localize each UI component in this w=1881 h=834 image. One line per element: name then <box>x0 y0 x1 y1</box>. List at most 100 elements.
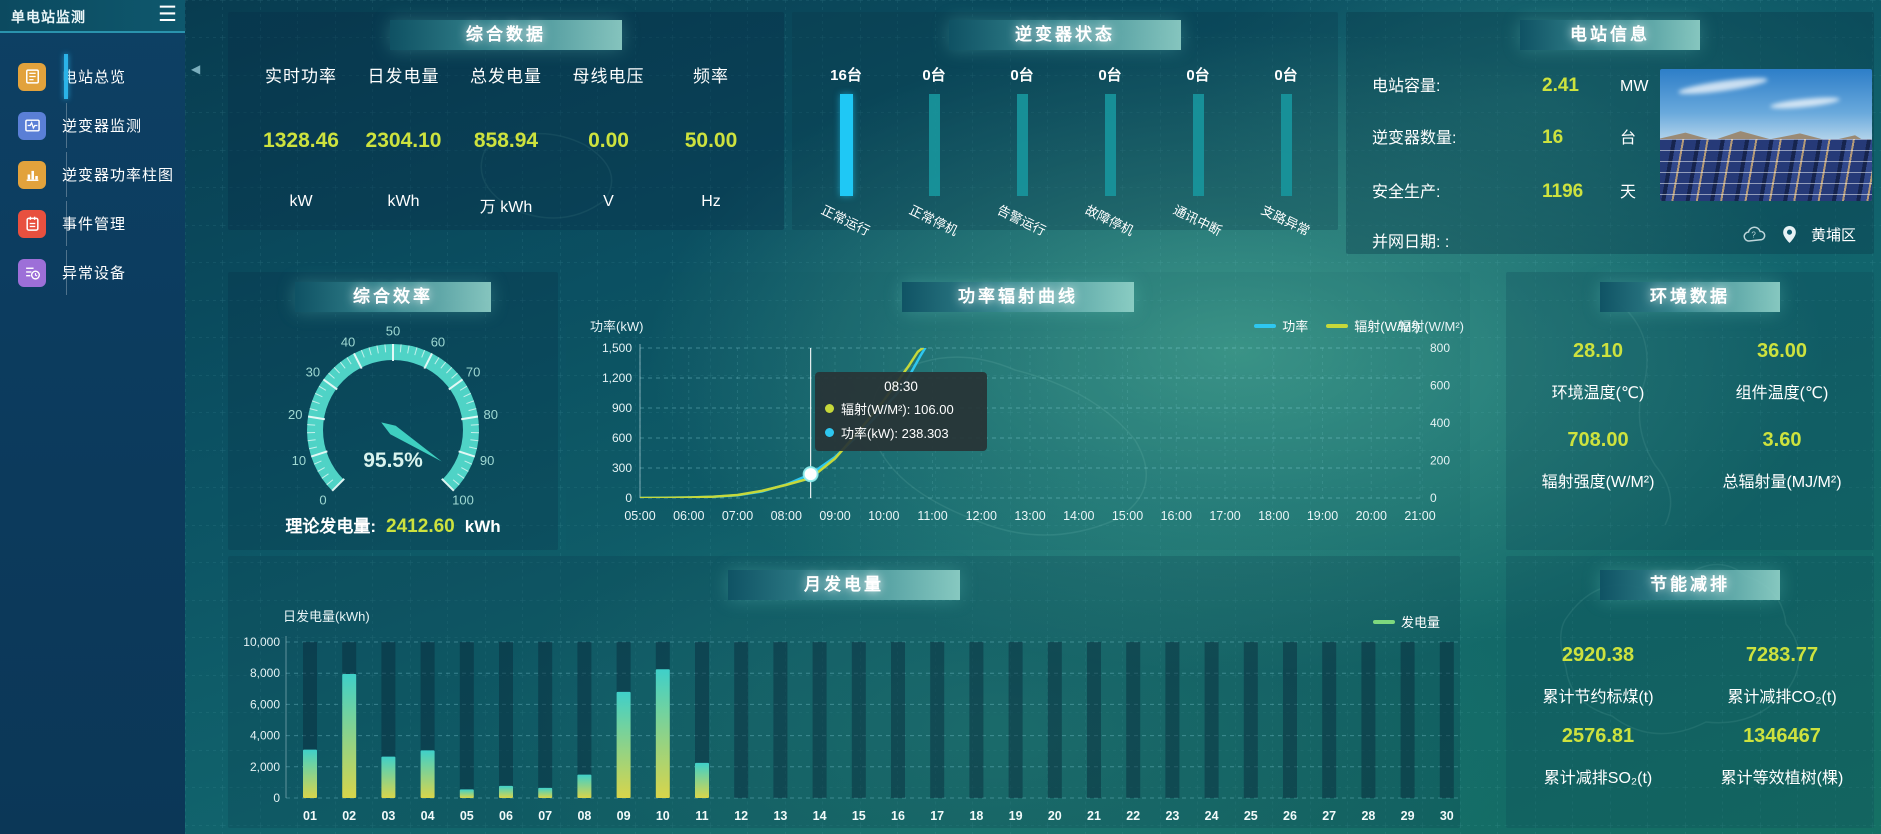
inverter-status-normal-shutdown[interactable]: 0台 正常停机 <box>892 64 976 239</box>
station-info-label: 电站容量: <box>1372 78 1441 95</box>
metric-cell: 28.10 环境温度(℃) <box>1506 340 1690 403</box>
theoretical-unit: kWh <box>464 517 501 536</box>
sidebar-item-label: 电站总览 <box>62 69 127 86</box>
svg-text:30: 30 <box>306 364 320 379</box>
station-info-unit: 天 <box>1620 184 1637 201</box>
panel-title: 环境数据 <box>1600 282 1780 312</box>
sidebar-item-station-overview[interactable]: 电站总览 <box>0 52 185 101</box>
svg-text:05: 05 <box>460 809 474 823</box>
inverter-status-normal-running[interactable]: 16台 正常运行 <box>804 64 888 239</box>
metric-value: 2920.38 <box>1561 644 1635 666</box>
svg-text:10:00: 10:00 <box>868 509 899 523</box>
station-info-row: 电站容量: 2.41 MW <box>1372 72 1672 97</box>
station-info-row: 并网日期: : <box>1372 228 1672 252</box>
chart-tooltip: 08:30 辐射(W/M²): 106.00 功率(kW): 238.303 <box>815 372 987 451</box>
power-radiation-chart[interactable]: 0 300 600 900 1,200 1,500 0 200 400 600 800 05:00 06… <box>566 272 1470 550</box>
panel-station-info: 电站信息 电站容量: 2.41 MW 逆变器数量: 16 台 安全生产: 119… <box>1346 12 1874 254</box>
svg-text:90: 90 <box>480 453 494 468</box>
svg-text:20:00: 20:00 <box>1356 509 1387 523</box>
inverter-status-branch-abnormal[interactable]: 0台 支路异常 <box>1244 64 1328 239</box>
svg-text:600: 600 <box>612 431 632 445</box>
panel-efficiency: 综合效率 0 10 20 30 40 50 60 70 80 90 100 95.5% 理论发电量: … <box>228 272 558 550</box>
inverter-status-bar <box>1192 94 1204 196</box>
panel-inverter-status: 逆变器状态 16台 正常运行 0台 正常停机 0台 告警运行 0台 故障停机 0… <box>792 12 1338 239</box>
station-info-value: 16 <box>1542 127 1564 148</box>
stat-unit: kWh <box>387 193 420 210</box>
bar-chart-legend[interactable]: 发电量 <box>1372 612 1440 631</box>
station-geo-row: ? 黄埔区 <box>1742 224 1856 245</box>
metric-cell: 3.60 总辐射量(MJ/M²) <box>1690 429 1874 492</box>
tooltip-row: 辐射(W/M²): 106.00 <box>825 399 977 418</box>
stat-label: 总发电量 <box>470 67 542 86</box>
legend-item[interactable]: 辐射(W/M²) <box>1326 316 1420 335</box>
metric-label: 环境温度(℃) <box>1551 385 1645 402</box>
inverter-status-bar <box>1016 94 1028 196</box>
metric-cell: 708.00 辐射强度(W/M²) <box>1506 429 1690 492</box>
hamburger-icon[interactable]: ☰ <box>158 3 177 26</box>
inverter-count: 0台 <box>1274 67 1298 84</box>
overview-stat: 频率 50.00 Hz <box>668 62 754 217</box>
left-axis-title: 功率(kW) <box>590 319 644 334</box>
svg-text:19:00: 19:00 <box>1307 509 1338 523</box>
cloud-icon[interactable]: ? <box>1742 225 1768 244</box>
svg-text:28: 28 <box>1361 809 1375 823</box>
svg-text:29: 29 <box>1401 809 1415 823</box>
line-chart-legend[interactable]: 功率 辐射(W/M²) <box>1254 316 1420 335</box>
stat-unit: Hz <box>701 193 721 210</box>
svg-text:11:00: 11:00 <box>917 509 947 523</box>
sidebar-item-indicator <box>66 250 67 295</box>
svg-text:08:00: 08:00 <box>771 509 802 523</box>
svg-text:03: 03 <box>381 809 395 823</box>
stat-unit: V <box>603 193 614 210</box>
panel-monthly-generation: 月发电量 日发电量(kWh) 发电量 0 2,000 4,000 6,000 8,000… <box>228 556 1460 828</box>
metric-value: 28.10 <box>1572 340 1624 362</box>
sidebar-item-indicator <box>66 201 67 246</box>
district-label[interactable]: 黄埔区 <box>1811 227 1857 244</box>
collapse-sidebar-arrow[interactable]: ◀ <box>191 62 201 76</box>
legend-item[interactable]: 发电量 <box>1372 612 1440 631</box>
svg-text:80: 80 <box>484 407 498 422</box>
sidebar-item-indicator <box>66 103 67 148</box>
svg-text:70: 70 <box>466 364 480 379</box>
svg-text:0: 0 <box>319 493 326 508</box>
svg-text:07: 07 <box>538 809 552 823</box>
svg-text:14: 14 <box>813 809 827 823</box>
svg-text:02: 02 <box>342 809 356 823</box>
inverter-status-comm-interrupted[interactable]: 0台 通讯中断 <box>1156 64 1240 239</box>
sidebar-item-abnormal-devices[interactable]: 异常设备 <box>0 248 185 297</box>
overview-stat: 实时功率 1328.46 kW <box>258 62 344 217</box>
svg-text:20: 20 <box>1048 809 1062 823</box>
svg-text:24: 24 <box>1205 809 1219 823</box>
monthly-generation-chart[interactable]: 0 2,000 4,000 6,000 8,000 10,000 01 02 03 04 05 06 0… <box>228 556 1460 828</box>
svg-text:01: 01 <box>303 809 317 823</box>
metric-label: 累计减排SO₂(t) <box>1543 770 1653 787</box>
stat-label: 日发电量 <box>367 67 440 86</box>
stat-value: 1328.46 <box>263 129 339 152</box>
sidebar-item-inverter-power-bars[interactable]: 逆变器功率柱图 <box>0 150 185 199</box>
stat-label: 频率 <box>693 67 729 86</box>
panel-title: 功率辐射曲线 <box>902 282 1134 312</box>
metric-label: 辐射强度(W/M²) <box>1541 474 1655 491</box>
location-pin-icon[interactable] <box>1782 225 1797 244</box>
svg-text:19: 19 <box>1009 809 1023 823</box>
main-dashboard: ◀ 综合数据 实时功率 1328.46 kW 日发电量 2304.10 kWh … <box>185 0 1881 834</box>
legend-item[interactable]: 功率 <box>1254 316 1308 335</box>
station-photo <box>1660 69 1872 201</box>
event-icon <box>18 209 46 238</box>
news-icon <box>18 62 46 91</box>
inverter-status-alarm-running[interactable]: 0台 告警运行 <box>980 64 1064 239</box>
metric-label: 总辐射量(MJ/M²) <box>1722 474 1842 491</box>
sidebar-item-label: 逆变器功率柱图 <box>62 167 175 184</box>
sidebar-item-inverter-monitor[interactable]: 逆变器监测 <box>0 101 185 150</box>
svg-text:06: 06 <box>499 809 513 823</box>
svg-text:10,000: 10,000 <box>243 635 280 649</box>
metric-value: 7283.77 <box>1745 644 1819 666</box>
station-info-value: 1196 <box>1542 181 1584 202</box>
station-info-unit: MW <box>1620 78 1649 95</box>
sidebar-item-event-management[interactable]: 事件管理 <box>0 199 185 248</box>
stat-value: 0.00 <box>588 129 629 152</box>
legend-swatch <box>1326 323 1349 328</box>
sidebar-item-indicator <box>64 54 68 99</box>
svg-text:200: 200 <box>1430 454 1450 468</box>
inverter-status-fault-shutdown[interactable]: 0台 故障停机 <box>1068 64 1152 239</box>
